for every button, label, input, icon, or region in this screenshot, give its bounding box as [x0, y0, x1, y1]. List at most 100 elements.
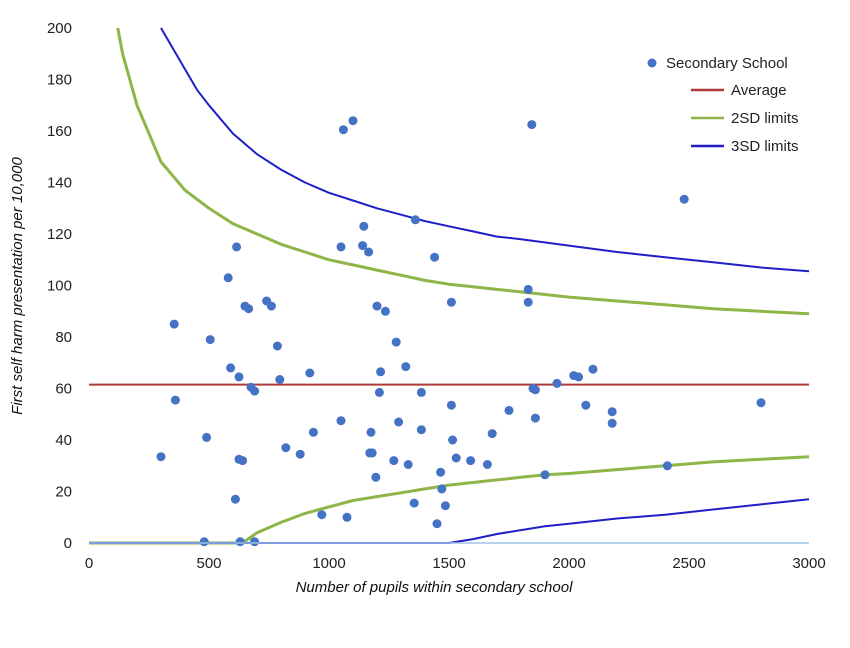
data-point [202, 432, 212, 442]
data-point [235, 537, 245, 547]
y-tick-label: 140 [47, 175, 72, 192]
data-point [530, 385, 540, 395]
data-point [250, 537, 260, 547]
data-point [756, 398, 766, 408]
data-point [359, 221, 369, 231]
data-point [317, 510, 327, 520]
data-point [482, 460, 492, 469]
data-point [540, 470, 550, 480]
data-point [523, 297, 533, 307]
data-point [367, 448, 377, 458]
data-point [391, 337, 401, 347]
data-point [348, 116, 358, 126]
data-point [401, 362, 411, 372]
data-point [169, 319, 179, 329]
legend-label: Secondary School [666, 55, 788, 72]
data-point [336, 416, 346, 426]
x-tick-label: 0 [85, 555, 93, 572]
data-point [230, 494, 240, 504]
data-points [156, 116, 766, 547]
data-point [170, 395, 180, 405]
data-point [234, 372, 244, 382]
data-point [380, 306, 390, 316]
data-point [446, 400, 456, 410]
y-axis-label: First self harm presentation per 10,000 [9, 157, 26, 415]
x-tick-label: 2500 [672, 555, 705, 572]
data-point [376, 367, 386, 377]
data-point [272, 341, 282, 351]
series-lines [89, 27, 810, 545]
lower-2sd-limit-line [89, 455, 810, 545]
x-tick-label: 3000 [792, 555, 825, 572]
data-point [156, 452, 166, 462]
data-point [403, 460, 413, 469]
x-axis-label: Number of pupils within secondary school [296, 579, 573, 596]
data-point [416, 387, 426, 397]
data-point [366, 427, 376, 437]
legend-marker-secondary-school [647, 58, 657, 68]
y-tick-label: 20 [55, 484, 72, 501]
legend-label: 3SD limits [731, 138, 799, 155]
x-tick-label: 1500 [432, 555, 465, 572]
data-point [588, 364, 598, 374]
data-point [275, 375, 285, 384]
data-point [223, 273, 233, 283]
data-point [451, 453, 461, 463]
data-point [446, 297, 456, 307]
data-point [440, 501, 450, 511]
data-point [504, 405, 514, 415]
data-point [409, 498, 419, 508]
data-point [436, 467, 446, 477]
data-point [437, 484, 447, 494]
data-point [432, 519, 442, 529]
upper-2sd-limit-line [116, 27, 810, 316]
data-point [662, 461, 672, 471]
data-point [305, 368, 315, 378]
data-point [226, 363, 236, 373]
data-point [552, 378, 562, 388]
data-point [523, 284, 533, 294]
data-point [487, 429, 497, 439]
data-point [389, 456, 399, 466]
y-tick-label: 200 [47, 20, 72, 37]
data-point [295, 449, 305, 459]
data-point [232, 242, 242, 252]
y-tick-label: 80 [55, 329, 72, 346]
upper-3sd-limit-line [160, 27, 810, 273]
data-point [466, 456, 476, 466]
data-point [308, 427, 318, 437]
data-point [372, 301, 382, 311]
data-point [205, 335, 215, 345]
legend-label: 2SD limits [731, 110, 799, 127]
data-point [416, 425, 426, 435]
data-point [527, 120, 537, 130]
y-tick-label: 160 [47, 123, 72, 140]
data-point [607, 407, 617, 417]
data-point [530, 413, 540, 423]
data-point [364, 247, 374, 257]
x-tick-label: 1000 [312, 555, 345, 572]
data-point [244, 304, 254, 314]
data-point [250, 386, 260, 396]
y-tick-label: 60 [55, 381, 72, 398]
data-point [679, 194, 689, 204]
x-tick-label: 2000 [552, 555, 585, 572]
lower-3sd-limit-line [89, 498, 810, 544]
data-point [266, 301, 276, 311]
data-point [371, 472, 381, 482]
data-point [358, 241, 368, 251]
data-point [342, 512, 352, 522]
data-point [430, 252, 440, 262]
y-tick-label: 0 [64, 535, 72, 552]
data-point [336, 242, 346, 252]
legend: Secondary School Average 2SD limits 3SD lim… [647, 55, 799, 155]
data-point [394, 417, 404, 427]
data-point [199, 537, 209, 547]
data-point [410, 215, 420, 225]
data-point [374, 387, 384, 397]
legend-label: Average [731, 82, 787, 99]
y-tick-label: 180 [47, 72, 72, 89]
data-point [338, 125, 348, 135]
